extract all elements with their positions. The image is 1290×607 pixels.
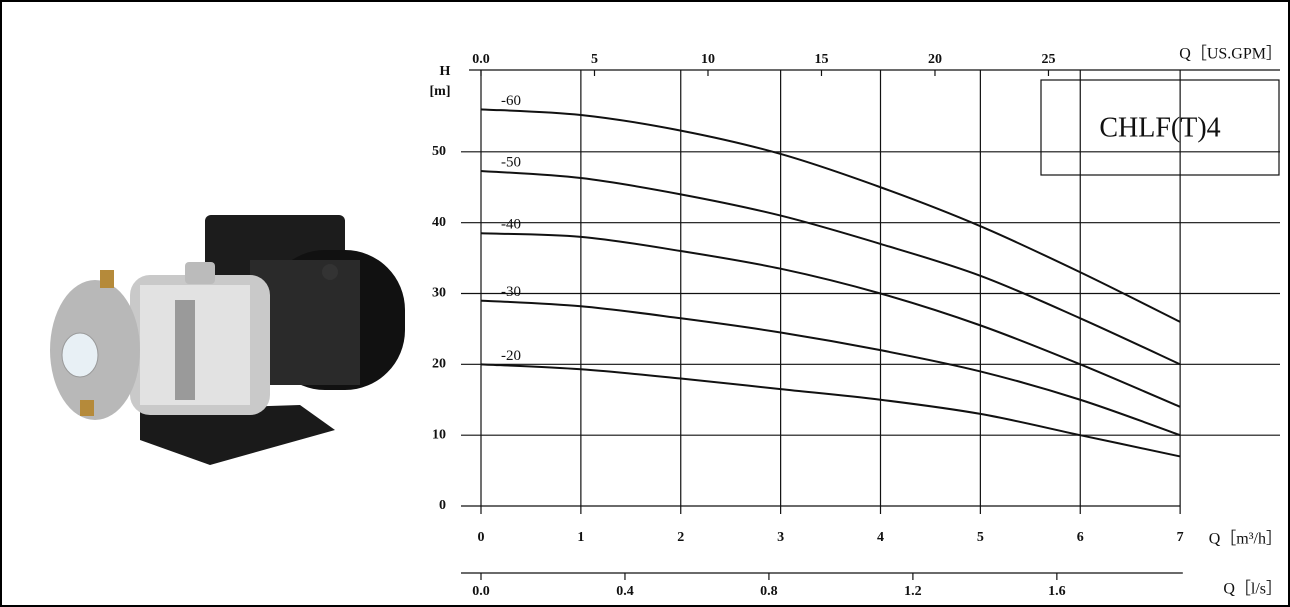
x2-tick-label: 15 — [814, 52, 828, 67]
x3-tick-label: 1.6 — [1048, 584, 1066, 599]
curve — [480, 299, 1181, 437]
x3-tick-label: 0.4 — [616, 584, 634, 599]
y-tick-label: 40 — [432, 215, 446, 230]
x-tick-label: 7 — [1177, 530, 1184, 545]
x3-axis-label: Q［l/s］ — [1223, 580, 1282, 598]
x-tick-label: 6 — [1077, 530, 1084, 545]
x2-axis-label: Q［US.GPM］ — [1179, 45, 1282, 63]
x3-tick-label: 0.0 — [472, 584, 490, 599]
series-label: -20 — [501, 348, 521, 364]
x3-tick-label: 0.8 — [760, 584, 778, 599]
x-tick-label: 1 — [577, 530, 584, 545]
x-axis-label: Q［m³/h］ — [1209, 530, 1282, 548]
chart-title: CHLF(T)4 — [1099, 112, 1220, 143]
curve — [480, 232, 1181, 408]
x2-tick-label: 0.0 — [472, 52, 490, 67]
curve — [480, 169, 1181, 366]
series-label: -50 — [501, 154, 521, 170]
x2-tick-label: 20 — [928, 52, 942, 67]
x3-tick-label: 1.2 — [904, 584, 922, 599]
x-tick-label: 4 — [877, 530, 884, 545]
x2-tick-label: 5 — [591, 52, 598, 67]
x-tick-label: 0 — [478, 530, 485, 545]
x2-tick-label: 10 — [701, 52, 715, 67]
curve — [480, 108, 1181, 323]
y-tick-label: 10 — [432, 427, 446, 442]
x-tick-label: 3 — [777, 530, 784, 545]
curve — [480, 363, 1181, 458]
series-label: -40 — [501, 217, 521, 233]
series-label: -30 — [501, 284, 521, 300]
y-tick-label: 50 — [432, 144, 446, 159]
y-tick-label: 20 — [432, 357, 446, 372]
series-label: -60 — [501, 93, 521, 109]
y-axis-label: H — [440, 64, 451, 79]
y-tick-label: 30 — [432, 286, 446, 301]
x-tick-label: 5 — [977, 530, 984, 545]
y-axis-unit: [m] — [430, 84, 451, 99]
y-tick-label: 0 — [439, 498, 446, 513]
x2-tick-label: 25 — [1041, 52, 1055, 67]
x-tick-label: 2 — [677, 530, 684, 545]
pump-image — [50, 215, 405, 465]
